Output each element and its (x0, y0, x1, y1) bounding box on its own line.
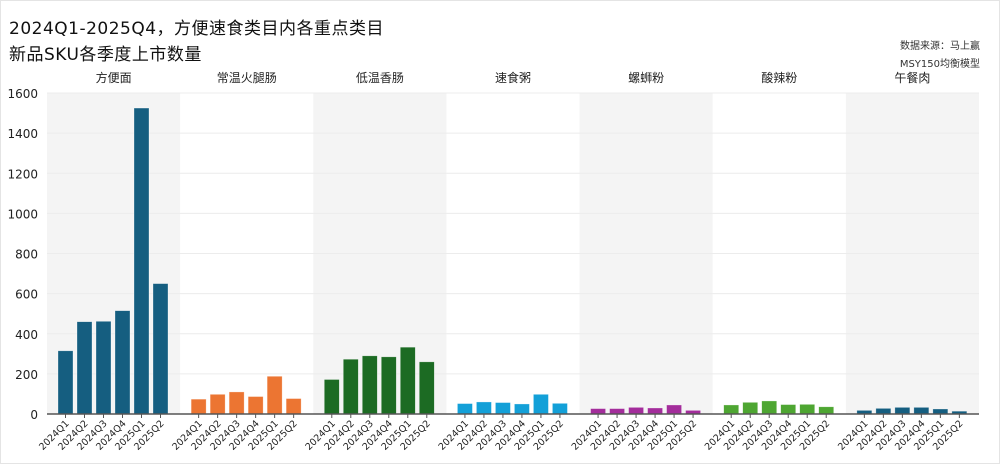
bar (552, 403, 568, 415)
bar (723, 404, 740, 415)
bar (247, 396, 264, 415)
bar (380, 356, 397, 415)
bar (418, 361, 435, 415)
bar (152, 283, 169, 415)
bar (894, 407, 911, 415)
bar (342, 358, 359, 415)
bar (590, 408, 606, 415)
bar (323, 379, 340, 415)
bar (761, 400, 778, 415)
bar (76, 321, 93, 415)
bar (780, 404, 797, 415)
bar (609, 408, 625, 415)
y-tick-label: 1600 (7, 87, 38, 101)
y-tick-label: 600 (15, 288, 38, 302)
bar (875, 408, 892, 415)
y-tick-label: 0 (30, 408, 38, 422)
bar (361, 355, 378, 415)
bar (95, 321, 112, 415)
bar (533, 394, 549, 415)
y-tick-label: 800 (15, 248, 38, 262)
bar (913, 407, 930, 415)
bar (514, 403, 530, 415)
y-tick-label: 1000 (7, 207, 38, 221)
bar (190, 398, 207, 415)
bar (114, 310, 131, 415)
panel-title: 螺蛳粉 (628, 71, 664, 85)
bar (228, 391, 245, 415)
bar (647, 407, 663, 415)
panel-title: 常温火腿肠 (217, 71, 277, 85)
y-tick-label: 200 (15, 368, 38, 382)
bar (133, 107, 150, 415)
bar (799, 404, 816, 415)
bar (495, 402, 511, 415)
source-label: 数据来源：马上赢 (900, 41, 980, 52)
bar (742, 402, 759, 415)
chart-title-line1: 2024Q1-2025Q4，方便速食类目内各重点类目 (9, 19, 385, 39)
bar (666, 404, 682, 415)
bar (209, 394, 226, 415)
panel-title: 午餐肉 (894, 70, 930, 85)
y-tick-label: 1200 (7, 167, 38, 181)
bar (628, 407, 644, 415)
bar (932, 408, 949, 415)
bar (266, 375, 283, 415)
panel-title: 速食粥 (495, 70, 531, 85)
panel-title: 方便面 (96, 70, 132, 85)
y-tick-label: 1400 (7, 127, 38, 141)
bar (818, 406, 835, 415)
bar (399, 346, 416, 415)
y-tick-label: 400 (15, 328, 38, 342)
bar (285, 398, 302, 415)
bar (476, 401, 492, 415)
panel-title: 酸辣粉 (761, 70, 797, 85)
panel-title: 低温香肠 (356, 71, 404, 85)
bar (457, 403, 473, 415)
bar (57, 350, 74, 415)
model-label: MSY150均衡模型 (899, 59, 980, 70)
chart-title-line2: 新品SKU各季度上市数量 (9, 45, 202, 65)
